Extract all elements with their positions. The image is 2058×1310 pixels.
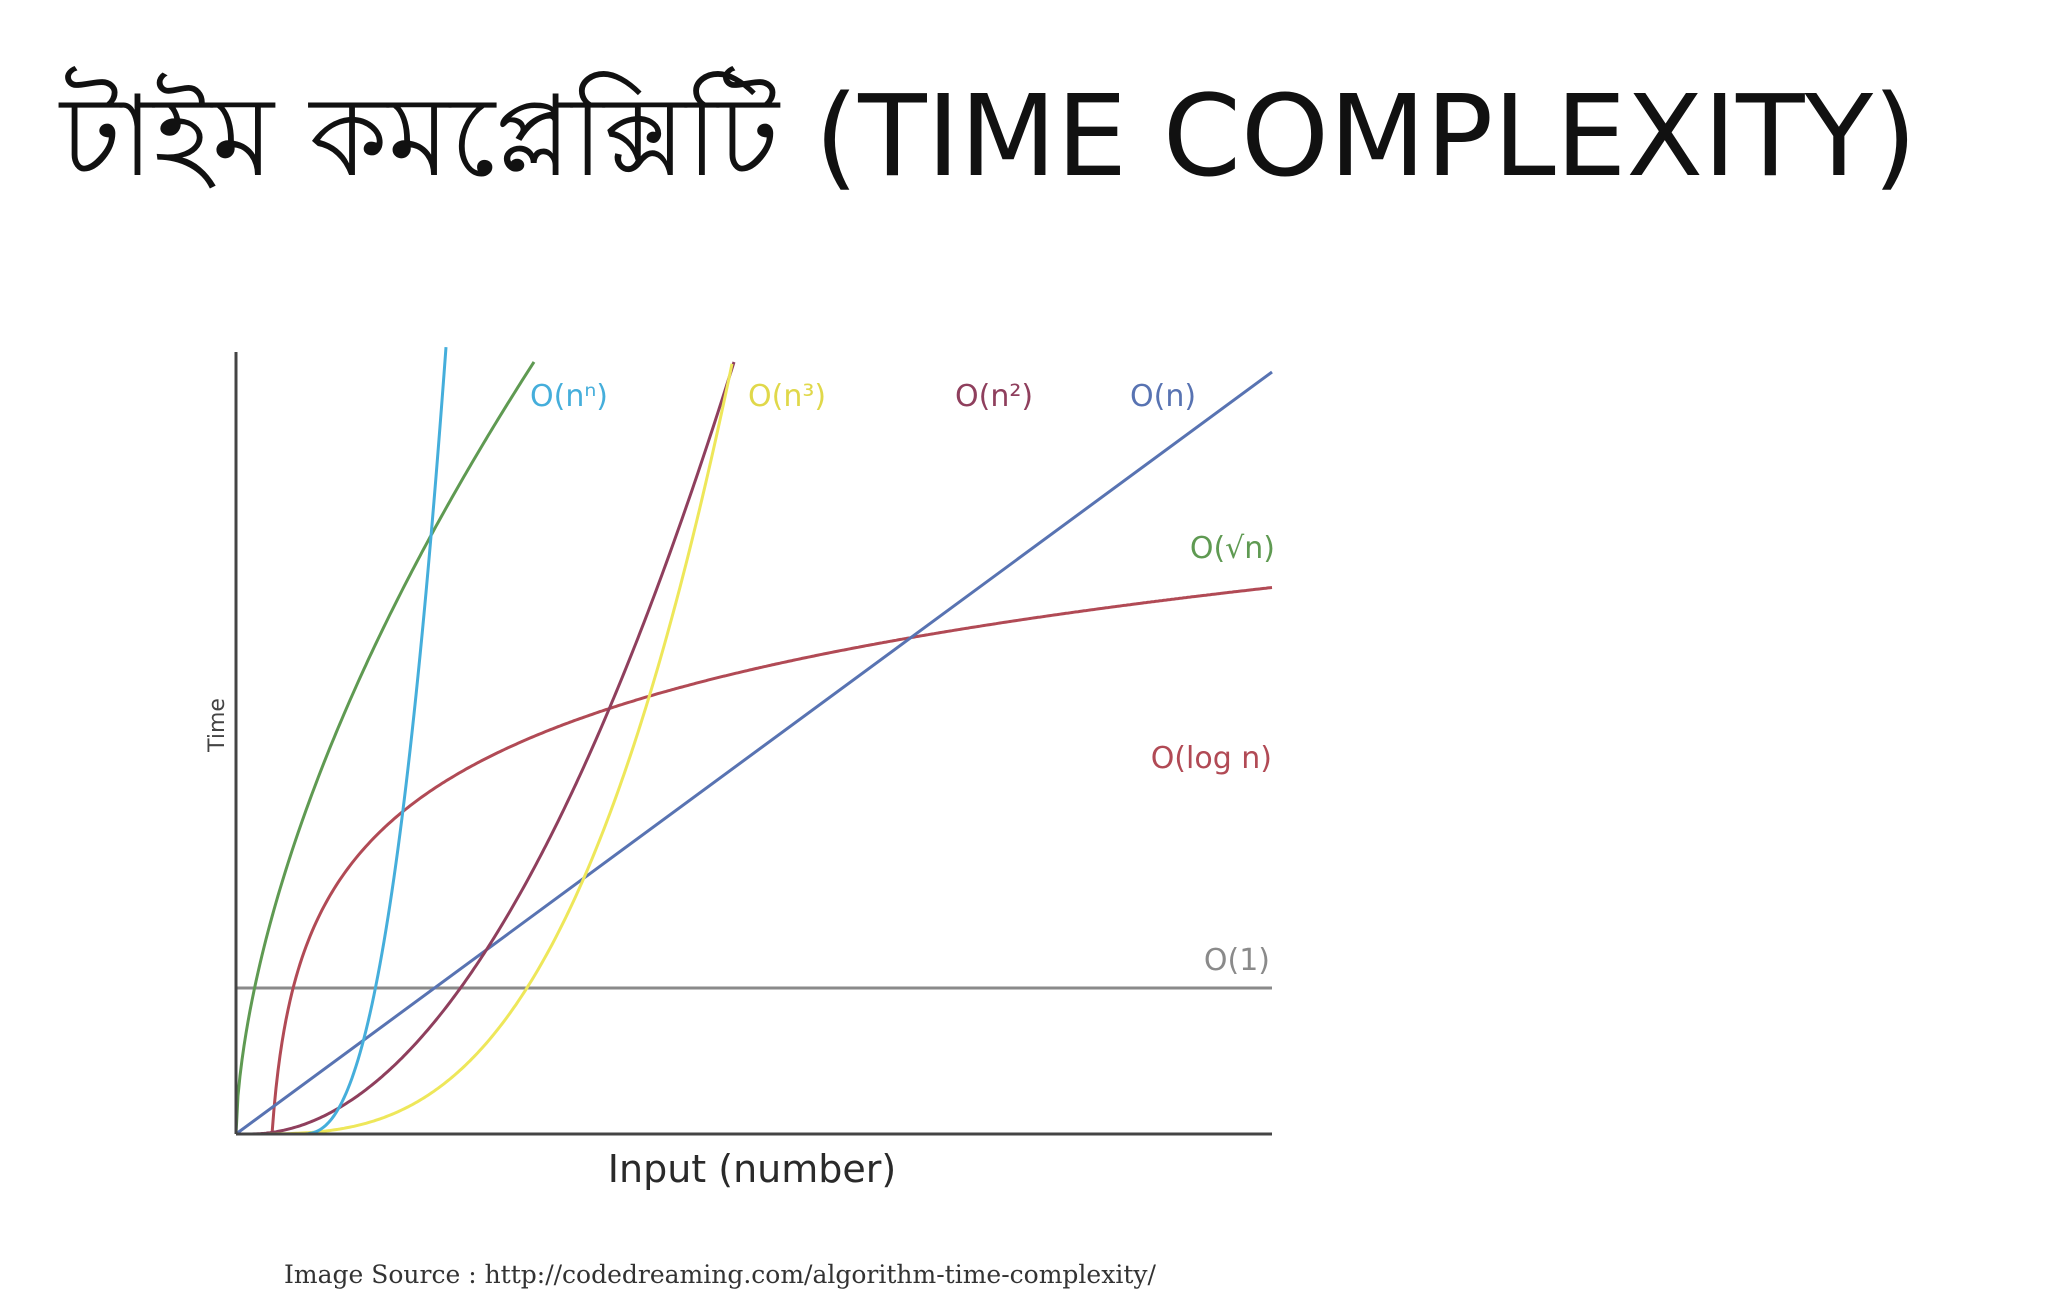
series-label-5: O(n³) bbox=[748, 379, 826, 414]
curve-4 bbox=[250, 361, 736, 1136]
image-source-note: Image Source : http://codedreaming.com/a… bbox=[284, 1260, 1156, 1289]
chart-curves bbox=[234, 346, 1273, 1136]
series-label-4: O(n²) bbox=[955, 379, 1033, 414]
series-label-3: O(n) bbox=[1130, 379, 1196, 414]
slide-title: টাইম কমপ্লেক্সিটি (TIME COMPLEXITY) bbox=[60, 72, 1917, 202]
x-axis-label: Input (number) bbox=[608, 1147, 896, 1191]
curve-5 bbox=[250, 363, 734, 1136]
series-label-1: O(log n) bbox=[1151, 741, 1272, 776]
series-label-6: O(nⁿ) bbox=[530, 379, 608, 414]
curve-2 bbox=[234, 361, 536, 1135]
y-axis-label: Time bbox=[205, 698, 230, 753]
series-labels: O(1) O(log n) O(√n) O(n) O(n²) O(n³) O(nⁿ) bbox=[530, 379, 1275, 978]
curve-3 bbox=[235, 370, 1273, 1136]
series-label-2: O(√n) bbox=[1190, 531, 1275, 566]
series-label-0: O(1) bbox=[1204, 943, 1270, 978]
curve-6 bbox=[302, 346, 448, 1136]
curve-1 bbox=[270, 586, 1273, 1135]
